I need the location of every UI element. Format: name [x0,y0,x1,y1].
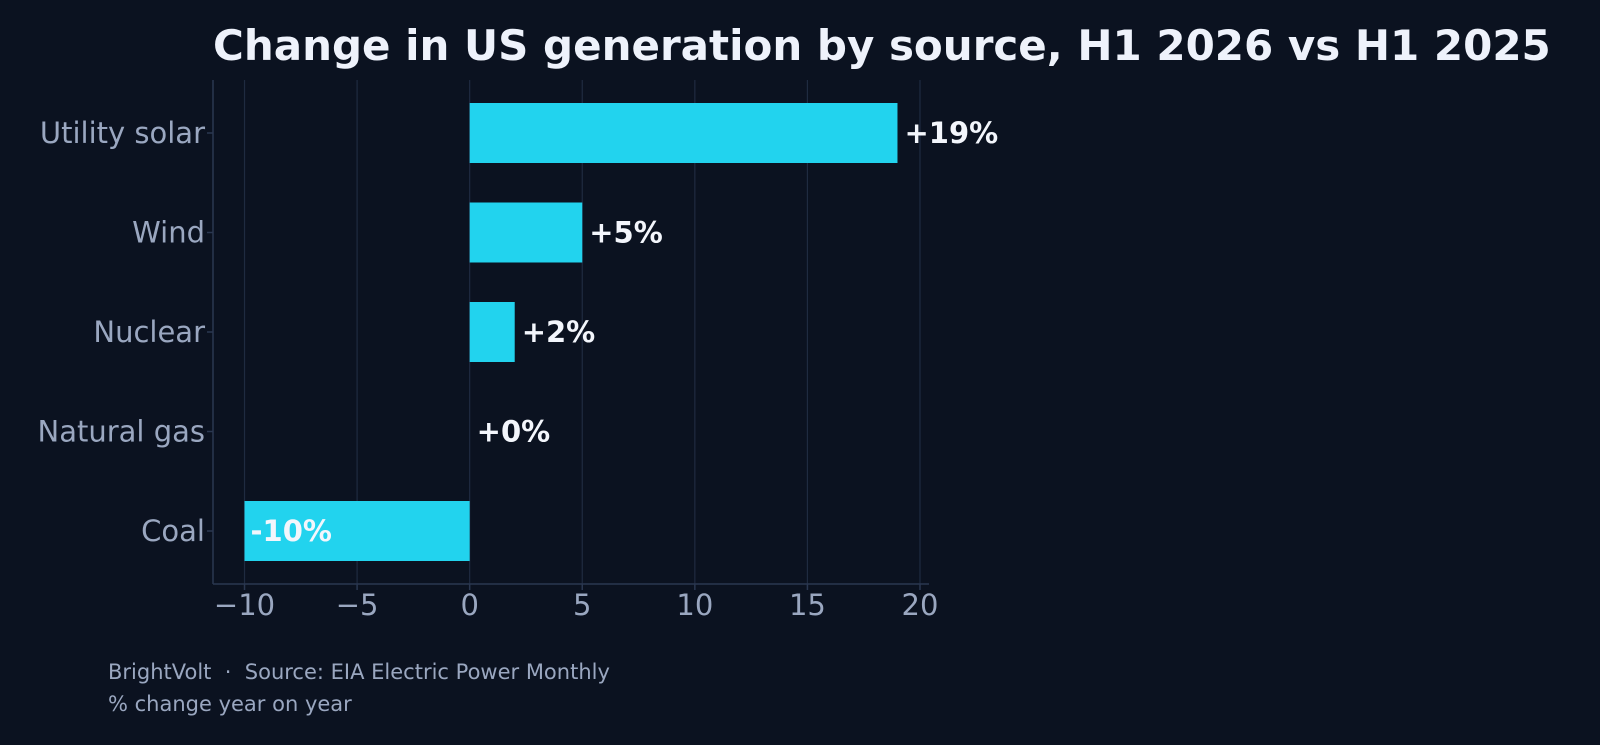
data-label: +5% [589,216,663,250]
bar [469,103,898,163]
x-tick-label: 10 [676,588,713,622]
category-label: Utility solar [40,116,205,150]
bar [244,501,470,561]
category-label: Nuclear [93,315,205,349]
bar [469,302,515,362]
chart-title: Change in US generation by source, H1 20… [213,21,1551,70]
category-label: Wind [132,216,205,250]
x-tick-label: 15 [789,588,826,622]
data-label: +19% [904,116,998,150]
category-label: Coal [141,514,205,548]
category-label: Natural gas [38,415,205,449]
data-label: -10% [251,514,332,548]
data-label: +0% [477,415,551,449]
bar [469,202,583,263]
x-tick-label: 20 [902,588,939,622]
data-label: +2% [522,315,596,349]
x-tick-label: −5 [336,588,379,622]
source-note: BrightVolt · Source: EIA Electric Power … [108,660,610,684]
x-tick-label: 0 [460,588,478,622]
x-tick-label: −10 [214,588,275,622]
unit-note: % change year on year [108,692,352,716]
x-tick-label: 5 [573,588,591,622]
